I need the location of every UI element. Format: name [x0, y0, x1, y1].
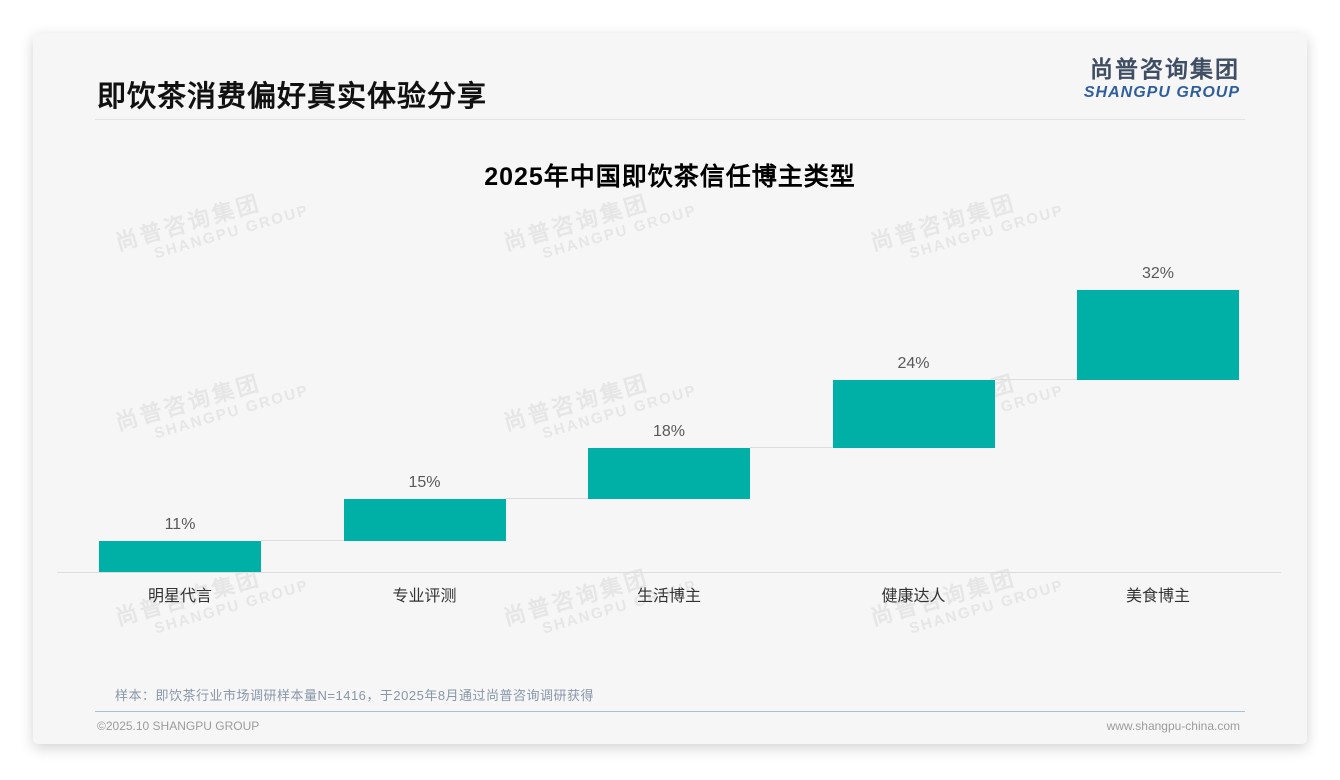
bar-value-label: 32% — [1141, 265, 1175, 282]
bar — [343, 498, 506, 541]
bar-category-label: 明星代言 — [147, 588, 212, 605]
logo-english-text: SHANGPU GROUP — [1083, 84, 1240, 102]
bar-category-label: 健康达人 — [881, 588, 946, 605]
bar — [588, 447, 750, 499]
baseline — [57, 572, 1281, 573]
connector-line — [261, 539, 344, 541]
footer-url: www.shangpu-china.com — [1106, 719, 1240, 733]
bar-category-label: 美食博主 — [1125, 588, 1190, 605]
footer-copyright: ©2025.10 SHANGPU GROUP — [97, 719, 260, 733]
logo: 尚普咨询集团 SHANGPU GROUP — [1083, 56, 1240, 102]
chart-title: 2025年中国即饮茶信任博主类型 — [484, 163, 856, 191]
bar — [1077, 290, 1239, 381]
bar-value-label: 18% — [652, 422, 686, 440]
bar-value-label: 11% — [164, 515, 196, 533]
connector-line — [750, 446, 833, 448]
connector-line — [505, 497, 588, 499]
bar-value-label: 24% — [897, 355, 930, 373]
bar — [832, 380, 995, 448]
bar-category-label: 专业评测 — [392, 588, 457, 605]
report-card: 尚普咨询集团 SHANGPU GROUP 尚普咨询集团 SHANGPU GROUP 尚普… — [33, 33, 1307, 744]
logo-chinese-text: 尚普咨询集团 — [1090, 56, 1240, 82]
connector-line — [994, 379, 1077, 381]
waterfall-chart: 11% 明星代言 15% 专业评测 18% 生活博主 24% 健康达人 32% 美食博主 — [33, 33, 1307, 744]
bar — [99, 540, 261, 572]
bar-value-label: 15% — [408, 473, 441, 491]
title-divider — [95, 119, 1245, 120]
sample-footnote: 样本：即饮茶行业市场调研样本量N=1416，于2025年8月通过尚普咨询调研获得 — [115, 688, 595, 703]
footer-divider — [95, 711, 1245, 712]
page-title: 即饮茶消费偏好真实体验分享 — [97, 81, 488, 113]
bar-category-label: 生活博主 — [636, 588, 701, 605]
